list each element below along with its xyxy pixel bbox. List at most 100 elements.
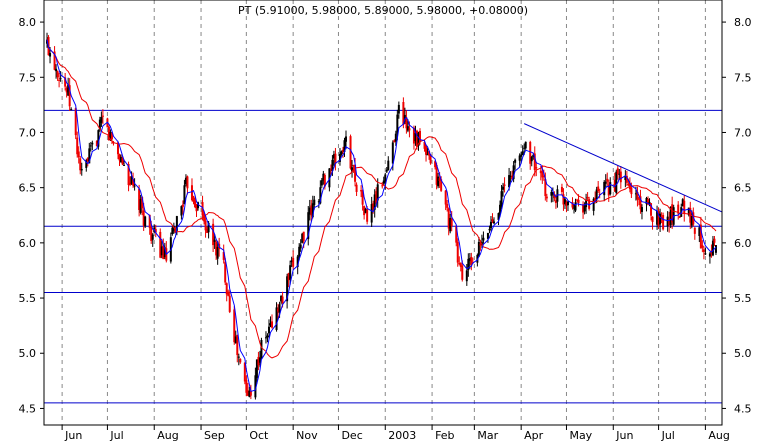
candle-body bbox=[447, 208, 450, 229]
x-tick-label: 2003 bbox=[388, 429, 416, 442]
candle-body bbox=[627, 183, 630, 186]
candle-body bbox=[397, 104, 400, 114]
candle-body bbox=[354, 164, 357, 182]
candle-body bbox=[258, 357, 261, 363]
candle-body bbox=[690, 214, 693, 226]
candle-body bbox=[85, 160, 88, 168]
candle-body bbox=[160, 246, 163, 256]
candle-body bbox=[98, 119, 101, 130]
candle-body bbox=[384, 174, 387, 184]
candle-body bbox=[130, 176, 133, 184]
candle-body bbox=[508, 175, 511, 187]
candle-body bbox=[308, 207, 311, 215]
candle-body bbox=[645, 197, 648, 205]
candle-body bbox=[222, 251, 225, 260]
candle-body bbox=[332, 154, 335, 159]
candle-body bbox=[101, 115, 104, 117]
candle-body bbox=[406, 126, 409, 131]
candle-body bbox=[203, 214, 206, 222]
candle-body bbox=[212, 223, 215, 246]
candle-body bbox=[364, 208, 367, 213]
candle-body bbox=[518, 155, 521, 161]
y-tick-label-left: 5.0 bbox=[19, 347, 37, 360]
y-tick-label-right: 4.5 bbox=[734, 402, 752, 415]
candle-body bbox=[660, 216, 663, 219]
y-tick-label-left: 6.5 bbox=[19, 182, 37, 195]
candle-body bbox=[576, 199, 579, 201]
candle-body bbox=[595, 189, 598, 200]
candle-body bbox=[341, 149, 344, 152]
candle-body bbox=[502, 186, 505, 190]
candle-body bbox=[535, 167, 538, 169]
candle-body bbox=[86, 158, 89, 161]
candle-body bbox=[68, 85, 71, 107]
candle-body bbox=[701, 245, 704, 248]
candle-body bbox=[236, 335, 239, 356]
candle-body bbox=[65, 87, 68, 93]
candle-body bbox=[563, 199, 566, 204]
candle-body bbox=[233, 309, 236, 343]
candle-body bbox=[278, 304, 281, 313]
candle-body bbox=[381, 185, 384, 187]
candle-body bbox=[343, 140, 346, 152]
candle-body bbox=[619, 171, 622, 183]
candle-body bbox=[385, 169, 388, 172]
candle-body bbox=[275, 307, 278, 330]
candle-body bbox=[394, 133, 397, 142]
x-tick-label: Jun bbox=[615, 429, 633, 442]
plot-frame bbox=[43, 0, 723, 426]
x-tick-label: Aug bbox=[708, 429, 729, 442]
candle-body bbox=[162, 245, 165, 260]
candle-body bbox=[79, 158, 82, 171]
candle-body bbox=[461, 265, 464, 280]
candle-body bbox=[340, 151, 343, 155]
candle-body bbox=[692, 212, 695, 225]
candle-body bbox=[317, 201, 320, 203]
candle-body bbox=[636, 191, 639, 200]
candle-body bbox=[438, 178, 441, 181]
candle-body bbox=[656, 210, 659, 225]
candle-body bbox=[482, 237, 485, 241]
candle-body bbox=[183, 185, 186, 205]
candle-body bbox=[630, 187, 633, 195]
y-tick-label-left: 7.5 bbox=[19, 71, 37, 84]
candle-body bbox=[310, 205, 313, 216]
candle-body bbox=[415, 130, 418, 147]
candle-body bbox=[582, 204, 585, 213]
candle-body bbox=[539, 170, 542, 174]
candle-body bbox=[269, 323, 272, 326]
candle-body bbox=[597, 186, 600, 192]
candle-body bbox=[550, 192, 553, 196]
candle-body bbox=[613, 179, 616, 192]
candle-body bbox=[77, 151, 80, 158]
candle-body bbox=[227, 291, 230, 296]
candle-body bbox=[437, 176, 440, 187]
candle-body bbox=[523, 147, 526, 149]
candle-body bbox=[234, 336, 237, 343]
candle-body bbox=[446, 204, 449, 208]
candle-body bbox=[76, 137, 79, 155]
candle-body bbox=[151, 234, 154, 240]
candle-body bbox=[190, 185, 193, 201]
candle-body bbox=[313, 199, 316, 205]
candle-body bbox=[511, 175, 514, 180]
x-tick-label: Apr bbox=[524, 429, 544, 442]
candle-body bbox=[533, 153, 536, 170]
x-tick-label: May bbox=[569, 429, 592, 442]
candle-body bbox=[302, 231, 305, 242]
candle-body bbox=[666, 216, 669, 227]
candle-body bbox=[281, 296, 284, 304]
candle-body bbox=[58, 79, 61, 81]
candle-body bbox=[277, 308, 280, 312]
candle-body bbox=[323, 174, 326, 187]
candle-body bbox=[702, 249, 705, 252]
x-tick-label: Feb bbox=[435, 429, 454, 442]
candle-body bbox=[704, 253, 707, 255]
candle-body bbox=[215, 241, 218, 256]
candle-body bbox=[363, 206, 366, 216]
candle-body bbox=[239, 358, 242, 363]
candle-body bbox=[544, 179, 547, 197]
candle-body bbox=[329, 169, 332, 171]
candle-body bbox=[639, 196, 642, 210]
